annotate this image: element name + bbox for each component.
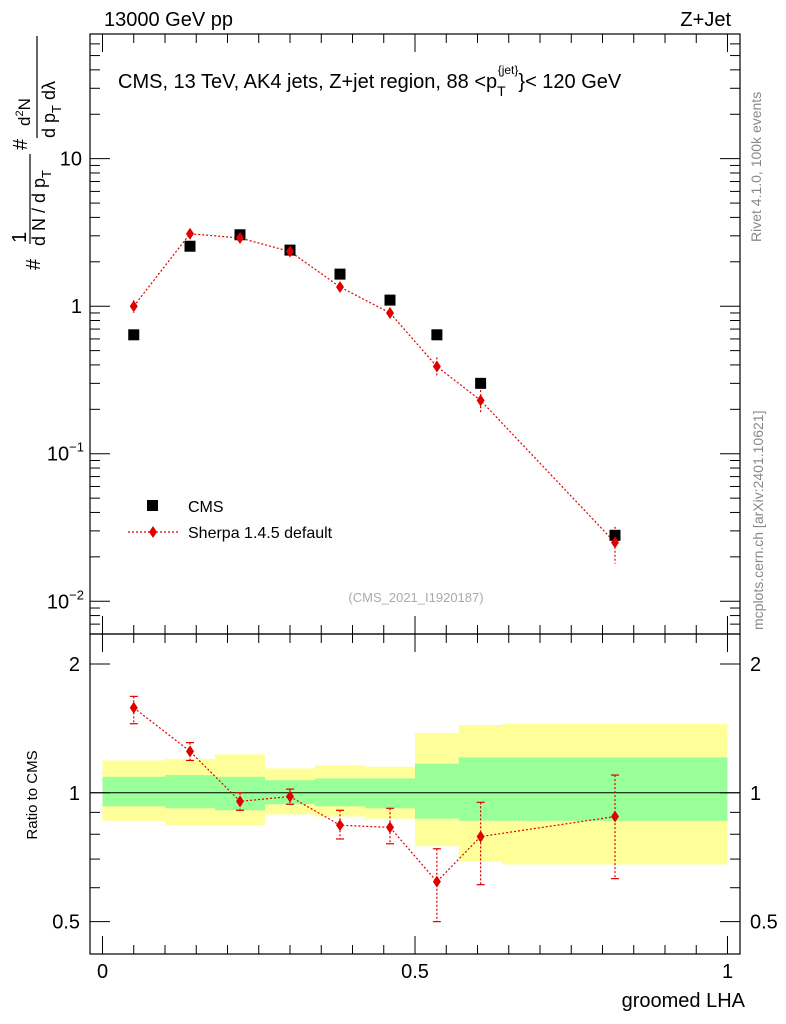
ratio-y-tick-label-right: 0.5 bbox=[750, 912, 778, 934]
ratio-axis-ticks: 0 0.5 1 0.5 0.5 1 1 2 2 bbox=[52, 634, 778, 983]
sherpa-point bbox=[432, 360, 441, 373]
rivet-version-label: Rivet 4.1.0, 100k events bbox=[748, 92, 764, 242]
ratio-x-tick-label: 0.5 bbox=[401, 961, 429, 983]
sherpa-point bbox=[336, 280, 344, 293]
legend-cms-label: CMS bbox=[188, 499, 224, 516]
svg-text:#1: #1 bbox=[9, 232, 45, 270]
cms-point bbox=[384, 294, 396, 306]
sherpa-point bbox=[386, 306, 394, 319]
legend-sherpa-label: Sherpa 1.4.5 default bbox=[188, 525, 333, 542]
sherpa-point bbox=[129, 300, 138, 313]
ratio-x-tick-label: 0 bbox=[97, 961, 108, 983]
ratio-band-green bbox=[458, 757, 503, 821]
cms-point bbox=[128, 329, 140, 341]
main-frame bbox=[89, 33, 741, 635]
ratio-y-tick-label-right: 1 bbox=[750, 783, 761, 805]
ratio-y-tick-label-right: 2 bbox=[750, 654, 761, 676]
svg-text:d pT dλ: d pT dλ bbox=[39, 81, 64, 138]
ratio-band-green bbox=[102, 776, 165, 807]
legend: CMS Sherpa 1.4.5 default bbox=[128, 499, 333, 542]
header-process-label: Z+Jet bbox=[680, 9, 731, 31]
sherpa-point bbox=[476, 394, 485, 407]
ratio-y-axis-label: Ratio to CMS bbox=[24, 750, 41, 839]
ratio-band-green bbox=[365, 778, 415, 809]
main-y-tick-label: 10 bbox=[60, 149, 82, 171]
cms-point bbox=[431, 329, 443, 341]
main-y-tick-label: 10−2 bbox=[47, 587, 84, 613]
sherpa-point bbox=[186, 227, 194, 240]
ratio-band-green bbox=[415, 763, 459, 819]
sherpa-point bbox=[236, 231, 244, 244]
sherpa-line bbox=[133, 233, 616, 543]
ratio-sherpa-point bbox=[186, 745, 194, 758]
cms-point bbox=[475, 377, 487, 389]
ratio-sherpa-point bbox=[476, 830, 485, 843]
ratio-band-green bbox=[165, 775, 215, 809]
ratio-sherpa-point bbox=[336, 819, 344, 832]
sherpa-point bbox=[611, 536, 619, 549]
x-axis-label: groomed LHA bbox=[622, 990, 746, 1012]
svg-text:#: # bbox=[10, 138, 32, 150]
cms-point bbox=[184, 240, 196, 252]
plot-title: CMS, 13 TeV, AK4 jets, Z+jet region, 88 … bbox=[118, 63, 622, 99]
ratio-band-green bbox=[502, 757, 728, 821]
main-y-axis-label: #1 d N / d pT # d2N d pT dλ bbox=[9, 36, 64, 270]
svg-text:d N / d pT: d N / d pT bbox=[29, 170, 54, 246]
legend-cms-marker bbox=[147, 500, 158, 511]
cms-point bbox=[609, 529, 621, 541]
ratio-sherpa-point bbox=[611, 810, 619, 823]
main-axis-ticks: 10−2 10−1 1 10 bbox=[47, 33, 740, 635]
header-energy-label: 13000 GeV pp bbox=[104, 9, 233, 31]
ratio-sherpa-point bbox=[236, 795, 244, 808]
legend-sherpa-marker bbox=[149, 526, 157, 538]
ratio-sherpa-point bbox=[286, 790, 294, 803]
ratio-x-tick-label: 1 bbox=[722, 961, 733, 983]
ratio-sherpa-point bbox=[386, 821, 394, 834]
ratio-sherpa-point bbox=[129, 701, 138, 714]
mcplots-reference-label: mcplots.cern.ch [arXiv:2401.10621] bbox=[750, 411, 766, 630]
main-plot-data bbox=[128, 227, 621, 564]
main-y-tick-label: 10−1 bbox=[47, 440, 84, 466]
sherpa-point bbox=[286, 245, 294, 258]
ratio-y-tick-label-left: 2 bbox=[69, 654, 80, 676]
main-y-tick-label: 1 bbox=[71, 296, 82, 318]
svg-text:d2N: d2N bbox=[14, 98, 34, 126]
ratio-uncertainty-bands bbox=[102, 723, 728, 865]
ratio-plot-data bbox=[129, 695, 619, 923]
ratio-sherpa-point bbox=[432, 875, 441, 888]
ratio-y-tick-label-left: 0.5 bbox=[52, 912, 80, 934]
analysis-id-watermark: (CMS_2021_I1920187) bbox=[348, 590, 483, 605]
ratio-y-tick-label-left: 1 bbox=[69, 783, 80, 805]
cms-point bbox=[334, 268, 346, 280]
